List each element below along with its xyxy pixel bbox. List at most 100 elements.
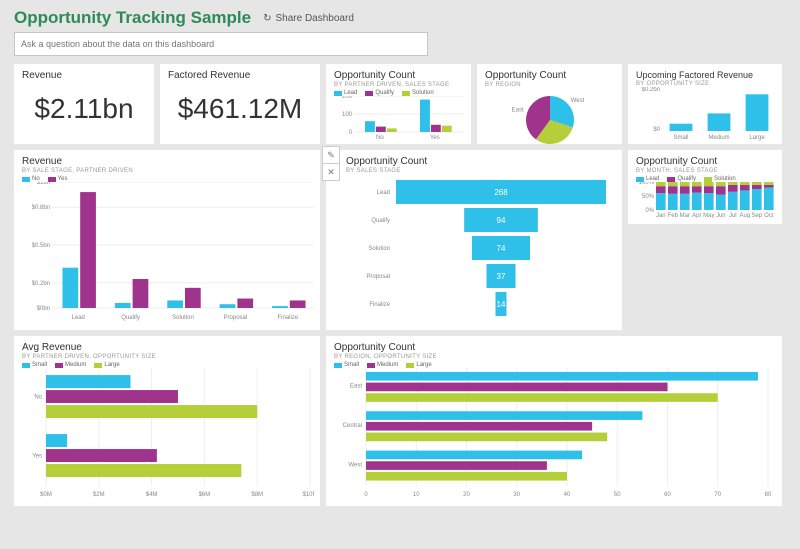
svg-text:0: 0 (364, 492, 368, 498)
svg-text:50: 50 (614, 492, 621, 498)
svg-text:Proposal: Proposal (366, 274, 390, 280)
svg-text:0: 0 (349, 130, 353, 136)
svg-text:$0: $0 (653, 127, 660, 133)
svg-text:268: 268 (494, 188, 508, 197)
chart-title: Avg Revenue (22, 342, 312, 353)
svg-text:$0.8bn: $0.8bn (32, 205, 50, 211)
svg-text:Lead: Lead (72, 315, 85, 321)
card-value: $461.12M (168, 93, 312, 125)
svg-text:20: 20 (463, 492, 470, 498)
svg-text:Central: Central (343, 423, 362, 429)
focus-controls[interactable]: ✎ ✕ (322, 146, 340, 180)
svg-text:$0.2bn: $0.2bn (32, 281, 50, 287)
svg-text:Oct: Oct (764, 213, 774, 218)
chart-body: $0bn$0.2bn$0.5bn$0.8bn$1bnLeadQualifySol… (22, 182, 314, 322)
svg-text:40: 40 (564, 492, 571, 498)
svg-text:$8M: $8M (251, 492, 263, 498)
chart-title: Opportunity Count (334, 70, 463, 81)
card-factored[interactable]: Factored Revenue $461.12M (160, 64, 320, 144)
svg-text:14: 14 (497, 300, 506, 309)
chart-subtitle: BY REGION, OPPORTUNITY SIZE (334, 354, 774, 360)
card-value: $2.11bn (22, 93, 146, 125)
chart-body: 0%50%100%JanFebMarAprMayJunJulAugSepOct (636, 182, 776, 218)
close-icon[interactable]: ✕ (322, 163, 340, 181)
svg-text:Medium: Medium (708, 135, 729, 141)
svg-text:May: May (703, 213, 714, 218)
svg-text:No: No (34, 395, 42, 401)
svg-text:Jun: Jun (716, 213, 726, 218)
svg-text:50%: 50% (642, 194, 655, 200)
svg-text:Apr: Apr (692, 213, 701, 218)
svg-text:200: 200 (342, 96, 353, 100)
chart-upcoming[interactable]: Upcoming Factored Revenue BY OPPORTUNITY… (628, 64, 782, 144)
svg-text:80: 80 (765, 492, 772, 498)
svg-text:100: 100 (342, 112, 353, 118)
chart-body: WestCentralEast (485, 88, 615, 146)
svg-text:Feb: Feb (668, 213, 679, 218)
svg-text:10: 10 (413, 492, 420, 498)
chart-title: Opportunity Count (346, 156, 614, 167)
chart-subtitle: BY SALE STAGE, PARTNER DRIVEN (22, 168, 312, 174)
chart-region[interactable]: Opportunity Count BY REGION, OPPORTUNITY… (326, 336, 782, 506)
chart-subtitle: BY PARTNER DRIVEN, SALES STAGE (334, 82, 463, 88)
chart-subtitle: BY MONTH, SALES STAGE (636, 168, 774, 174)
svg-text:$0M: $0M (40, 492, 52, 498)
chart-body: 01020304050607080EastCentralWest (334, 368, 774, 498)
svg-text:East: East (512, 107, 524, 113)
svg-text:Solution: Solution (172, 315, 194, 321)
chart-stacked[interactable]: Opportunity Count BY MONTH, SALES STAGE … (628, 150, 782, 224)
svg-text:100%: 100% (639, 182, 655, 186)
svg-text:$0.5bn: $0.5bn (32, 243, 50, 249)
svg-text:Yes: Yes (32, 454, 42, 460)
svg-text:$0bn: $0bn (37, 306, 50, 312)
share-button[interactable]: ↻ Share Dashboard (263, 13, 354, 24)
svg-text:$10M: $10M (302, 492, 314, 498)
card-title: Factored Revenue (168, 70, 312, 81)
refresh-icon: ↻ (263, 13, 271, 24)
chart-title: Opportunity Count (636, 156, 774, 167)
svg-text:70: 70 (714, 492, 721, 498)
svg-text:$2M: $2M (93, 492, 105, 498)
svg-text:30: 30 (513, 492, 520, 498)
svg-text:94: 94 (497, 216, 506, 225)
svg-text:$1bn: $1bn (37, 182, 50, 186)
svg-text:Large: Large (749, 135, 765, 141)
svg-text:Jan: Jan (656, 213, 666, 218)
chart-body: $0.2bn $0 Small Medium Large (636, 87, 776, 141)
share-label: Share Dashboard (276, 13, 354, 24)
chart-body: $0M $2M $4M $6M $8M $10M No Yes (22, 368, 314, 498)
svg-text:37: 37 (497, 272, 506, 281)
svg-text:Finalize: Finalize (369, 302, 390, 308)
svg-text:60: 60 (664, 492, 671, 498)
card-revenue[interactable]: Revenue $2.11bn (14, 64, 154, 144)
svg-text:No: No (376, 135, 384, 140)
svg-text:Mar: Mar (680, 213, 690, 218)
focus-icon[interactable]: ✎ (322, 146, 340, 164)
svg-text:$0.2bn: $0.2bn (642, 87, 660, 93)
qa-input[interactable] (14, 32, 428, 56)
svg-text:Qualify: Qualify (371, 218, 390, 224)
chart-title: Revenue (22, 156, 312, 167)
svg-text:$4M: $4M (146, 492, 158, 498)
chart-body: 0100200NoYes (334, 96, 464, 140)
page-title: Opportunity Tracking Sample (14, 8, 251, 28)
chart-subtitle: BY PARTNER DRIVEN, OPPORTUNITY SIZE (22, 354, 312, 360)
chart-title: Upcoming Factored Revenue (636, 70, 774, 80)
chart-body: 268Lead94Qualify74Solution37Proposal14Fi… (346, 174, 616, 324)
chart-revenue[interactable]: Revenue BY SALE STAGE, PARTNER DRIVEN No… (14, 150, 320, 330)
svg-text:0%: 0% (645, 208, 654, 214)
svg-text:Jul: Jul (729, 213, 737, 218)
svg-text:Sep: Sep (751, 213, 762, 218)
svg-text:Lead: Lead (377, 190, 390, 196)
chart-title: Opportunity Count (485, 70, 614, 81)
svg-text:Small: Small (673, 135, 688, 141)
chart-funnel[interactable]: ✎ ✕ Opportunity Count BY SALES STAGE 268… (326, 150, 622, 330)
svg-text:West: West (348, 462, 362, 468)
chart-title: Opportunity Count (334, 342, 774, 353)
chart-opp-small[interactable]: Opportunity Count BY PARTNER DRIVEN, SAL… (326, 64, 471, 144)
svg-text:Finalize: Finalize (277, 315, 298, 321)
chart-avg[interactable]: Avg Revenue BY PARTNER DRIVEN, OPPORTUNI… (14, 336, 320, 506)
chart-pie[interactable]: Opportunity Count BY REGION WestCentralE… (477, 64, 622, 144)
svg-text:74: 74 (497, 244, 506, 253)
svg-text:$6M: $6M (199, 492, 211, 498)
